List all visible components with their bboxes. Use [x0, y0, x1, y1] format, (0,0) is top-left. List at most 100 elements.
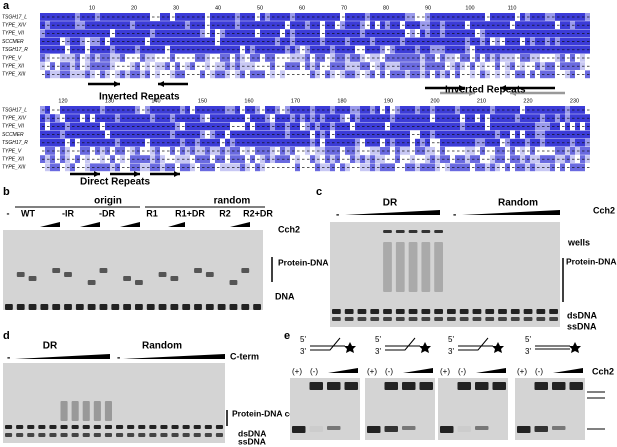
gel-band	[160, 433, 168, 437]
gel-band	[440, 426, 454, 433]
gel-band	[395, 309, 405, 314]
gel-band	[16, 433, 24, 437]
gel-band	[472, 317, 482, 321]
arrow-head	[134, 171, 140, 177]
gel-band	[170, 304, 179, 310]
titration-wedge	[40, 222, 60, 227]
gel-band	[475, 382, 489, 390]
label: 5'	[448, 335, 454, 344]
label: Random	[498, 198, 538, 209]
label: 150	[198, 98, 207, 104]
gel-band	[160, 425, 168, 429]
gel-band	[475, 426, 489, 430]
arrow-head	[94, 171, 100, 177]
gel-band	[82, 433, 90, 437]
label: e	[284, 330, 290, 342]
label: random	[214, 196, 251, 207]
gel-band	[536, 317, 546, 321]
gel-band	[241, 268, 250, 273]
titration-wedge	[462, 210, 560, 215]
gel-band	[395, 317, 405, 321]
label: 220	[523, 98, 532, 104]
gel-band	[383, 230, 392, 233]
label: Protein-DNA complexes	[278, 257, 375, 267]
gel-band	[419, 382, 433, 390]
gel-band	[182, 304, 191, 310]
gel-band	[111, 304, 120, 310]
gel-band	[193, 433, 201, 437]
label: DNA	[275, 291, 295, 301]
gel-band	[5, 425, 13, 429]
gel-band	[384, 426, 398, 432]
gel-band	[71, 401, 79, 421]
gel-band	[146, 304, 155, 310]
gel-band	[402, 382, 416, 390]
gel-band	[38, 433, 46, 437]
gel-band	[357, 317, 367, 321]
label: 160	[244, 98, 253, 104]
gel-band	[421, 317, 431, 321]
gel-band	[138, 433, 146, 437]
gel-band	[93, 425, 101, 429]
gel-band	[123, 276, 131, 281]
label: -DR	[99, 208, 115, 218]
gel-band	[552, 382, 566, 390]
gel-band	[71, 425, 79, 429]
gel-band	[309, 382, 323, 390]
arrow-head	[500, 85, 506, 91]
label: Cch2	[592, 366, 614, 376]
label: Cch2	[278, 224, 300, 234]
gel-band	[498, 309, 507, 314]
label: TSGH17_L	[2, 14, 27, 20]
gel-band	[534, 382, 548, 390]
label: 130	[105, 98, 114, 104]
gel-band	[64, 304, 72, 310]
label: 70	[341, 5, 347, 11]
gel-band	[408, 317, 418, 321]
gel-band	[370, 309, 380, 314]
gel-band	[327, 426, 341, 430]
label: (+)	[517, 367, 527, 376]
gel-band	[205, 304, 214, 310]
gel-band	[383, 317, 392, 321]
gel-band	[104, 401, 112, 421]
titration-wedge	[80, 222, 100, 227]
label: -	[7, 208, 10, 218]
label: Protein-DNA complexes	[566, 256, 617, 266]
gel-band	[60, 433, 68, 437]
gel-band	[27, 425, 35, 429]
gel-band	[357, 309, 367, 314]
arrow-head	[174, 171, 180, 177]
label: 80	[383, 5, 389, 11]
label: dsDNA	[238, 428, 266, 438]
gel-band	[205, 272, 214, 277]
label: TSGH17_R	[2, 140, 28, 146]
label: TYPE_XIV	[2, 116, 27, 122]
gel-band	[367, 426, 381, 433]
gel-band	[16, 272, 25, 277]
label: 60	[299, 5, 305, 11]
gel-band	[27, 433, 35, 437]
label: 110	[508, 5, 517, 11]
gel-band	[49, 433, 57, 437]
gel-band	[434, 317, 443, 321]
gel-band	[52, 268, 61, 273]
gel-band	[569, 382, 583, 390]
label: ssDNA	[567, 321, 597, 331]
gel-band	[99, 304, 108, 310]
gel	[3, 230, 263, 310]
label: SCCMER	[2, 39, 24, 45]
gel-band	[28, 276, 37, 281]
label: a	[3, 0, 10, 12]
gel-band	[253, 304, 261, 310]
star	[569, 342, 581, 353]
gel-band	[344, 309, 354, 314]
label: R2	[219, 208, 231, 218]
gel-band	[492, 382, 506, 390]
gel-band	[82, 425, 90, 429]
label: R2+DR	[243, 208, 273, 218]
gel-band	[434, 309, 443, 314]
gel-band	[229, 304, 238, 310]
gel-band	[16, 425, 24, 429]
